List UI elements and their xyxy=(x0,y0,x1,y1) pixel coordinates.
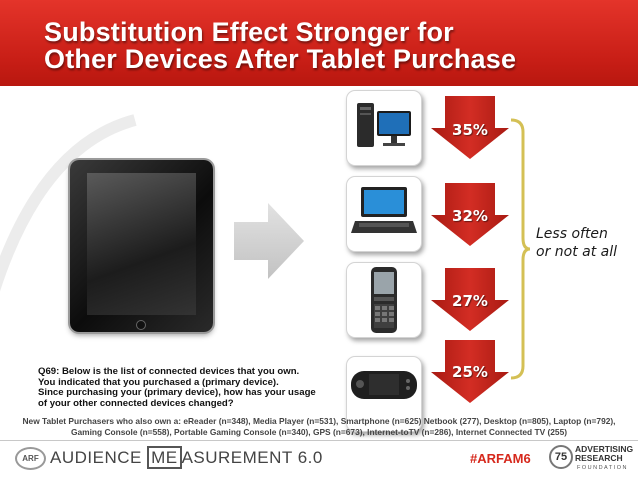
question-line-3: Since purchasing your (primary device), … xyxy=(38,387,316,398)
desktop-computer-tile xyxy=(346,90,422,166)
laptop-tile xyxy=(346,176,422,252)
right-bracket xyxy=(510,118,531,380)
title-banner: Substitution Effect Stronger for Other D… xyxy=(0,0,638,86)
tablet-screen xyxy=(87,173,196,315)
anniversary-badge: 75 xyxy=(549,445,573,469)
arf-logo: ARF xyxy=(15,447,46,470)
desktop-computer-icon xyxy=(357,103,411,147)
tablet-device-image xyxy=(70,160,213,332)
grey-right-arrow-icon xyxy=(234,203,304,279)
smartphone-tile xyxy=(346,262,422,338)
question-line-2: You indicated that you purchased a (prim… xyxy=(38,376,279,388)
org-line-3: FOUNDATION xyxy=(577,465,628,471)
question-line-1: Q69: Below is the list of connected devi… xyxy=(38,366,300,377)
title-line-2: Other Devices After Tablet Purchase xyxy=(44,44,517,74)
brand-text-pre: AUDIENCE xyxy=(50,448,148,467)
portable-game-console-icon xyxy=(351,371,417,399)
org-line-2: RESEARCH xyxy=(575,453,623,463)
hashtag: #ARFAM6 xyxy=(470,451,531,466)
less-often-line-2: or not at all xyxy=(536,244,618,260)
smartphone-percent: 27% xyxy=(452,292,488,310)
question-line-4: of your other connected devices changed? xyxy=(38,397,234,409)
background-swirl xyxy=(0,114,137,292)
laptop-icon xyxy=(351,187,417,233)
less-often-line-1: Less often xyxy=(536,226,608,242)
tablet-home-button xyxy=(136,320,146,330)
sample-note-line-2: Gaming Console (n=558), Portable Gaming … xyxy=(70,427,568,437)
phone-icon xyxy=(371,267,397,333)
sample-note-line-1: New Tablet Purchasers who also own a: eR… xyxy=(22,416,616,426)
desktop-percent: 35% xyxy=(452,121,488,139)
less-often-label: Less often or not at all xyxy=(536,225,617,261)
arf-org-name: ADVERTISING RESEARCH xyxy=(575,445,633,463)
footer-divider xyxy=(0,440,638,441)
audience-measurement-logo: AUDIENCE ME ASUREMENT 6.0 xyxy=(50,446,323,469)
gaming-console-percent: 25% xyxy=(452,363,488,381)
survey-question: Q69: Below is the list of connected devi… xyxy=(38,366,316,409)
brand-text-post: ASUREMENT 6.0 xyxy=(181,448,323,467)
title-line-1: Substitution Effect Stronger for xyxy=(44,17,454,47)
brand-text-box: ME xyxy=(147,446,182,469)
red-down-arrow-icon xyxy=(431,268,509,331)
portable-gaming-console-tile xyxy=(346,356,422,432)
red-down-arrow-icon xyxy=(431,96,509,159)
red-down-arrow-icon xyxy=(431,183,509,246)
org-line-1: ADVERTISING xyxy=(575,444,634,454)
red-down-arrow-icon xyxy=(431,340,509,403)
laptop-percent: 32% xyxy=(452,207,488,225)
